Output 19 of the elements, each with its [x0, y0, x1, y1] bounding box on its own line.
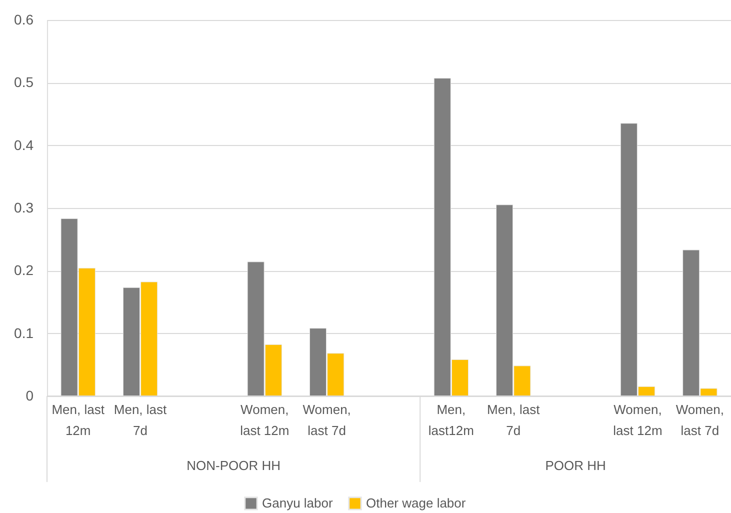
x-tick-label: Women, last 12m — [240, 402, 290, 438]
x-tick-label: Women, last 7d — [302, 402, 351, 438]
text: POOR HH — [545, 458, 606, 473]
x-tick-label: Women, last 12m — [613, 402, 662, 438]
y-tick-label: 0.1 — [14, 324, 34, 341]
y-tick-label: 0.5 — [14, 74, 34, 90]
text: NON-POOR HH — [186, 458, 280, 473]
y-tick-label: 0.2 — [14, 262, 34, 278]
x-tick-label: Men, last 12m — [52, 402, 105, 438]
y-tick-label: 0.6 — [14, 12, 34, 28]
legend-label: Other wage labor — [366, 495, 466, 510]
x-tick-label: Men, last12m — [428, 402, 474, 438]
y-tick-label: 0.4 — [14, 136, 34, 153]
legend-label: Ganyu labor — [262, 495, 334, 510]
x-tick-label: Men, last 7d — [114, 402, 168, 438]
x-tick-label: Men, last 7d — [486, 402, 540, 438]
y-tick-label: 0.3 — [14, 200, 34, 216]
x-tick-label: Women, last 7d — [676, 402, 724, 438]
y-tick-label: 0 — [26, 388, 34, 404]
